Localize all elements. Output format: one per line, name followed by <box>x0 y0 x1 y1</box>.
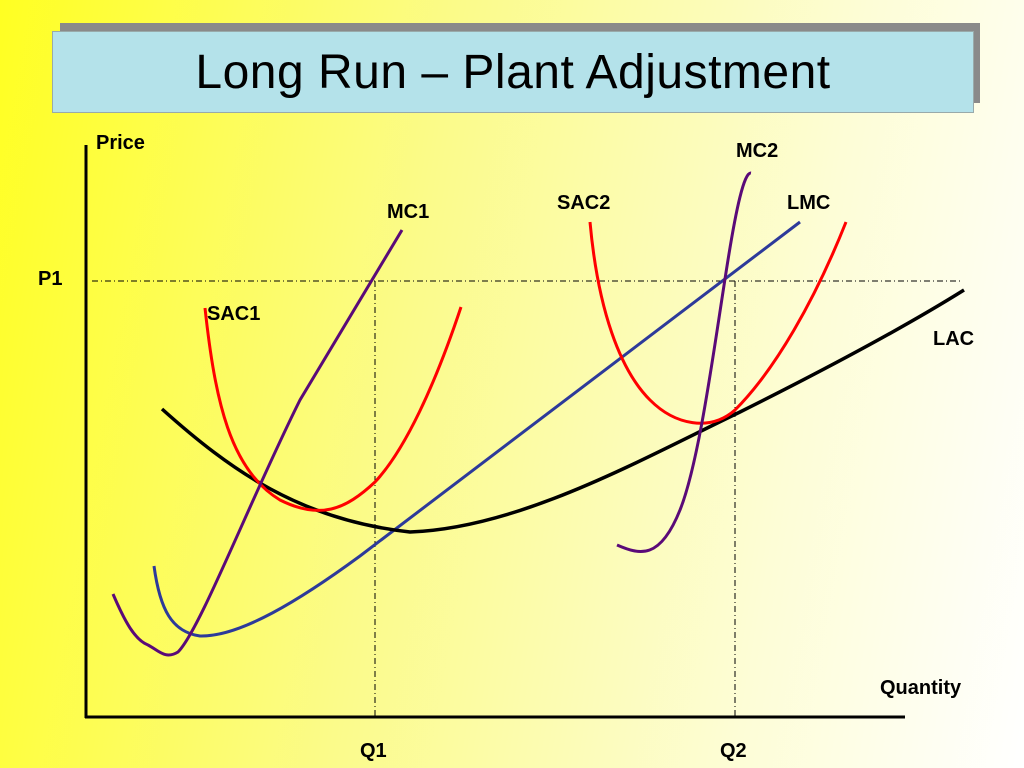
slide-title: Long Run – Plant Adjustment <box>195 45 831 99</box>
mc2-curve <box>616 171 752 553</box>
lmc-label: LMC <box>787 192 830 214</box>
sac1-curve <box>203 306 463 512</box>
q2-label: Q2 <box>720 740 747 762</box>
lmc-curve <box>152 220 801 638</box>
p1-label: P1 <box>38 268 62 290</box>
title-banner: Long Run – Plant Adjustment <box>52 31 974 113</box>
sac2-curve <box>588 221 848 425</box>
x-axis-label: Quantity <box>880 677 962 699</box>
y-axis-label: Price <box>96 132 145 154</box>
sac2-label: SAC2 <box>557 192 610 214</box>
sac1-label: SAC1 <box>207 303 260 325</box>
mc1-label: MC1 <box>387 201 429 223</box>
mc2-label: MC2 <box>736 140 778 162</box>
lac-label: LAC <box>933 328 974 350</box>
lac-curve <box>160 288 965 534</box>
q1-label: Q1 <box>360 740 387 762</box>
mc1-curve <box>111 229 404 657</box>
